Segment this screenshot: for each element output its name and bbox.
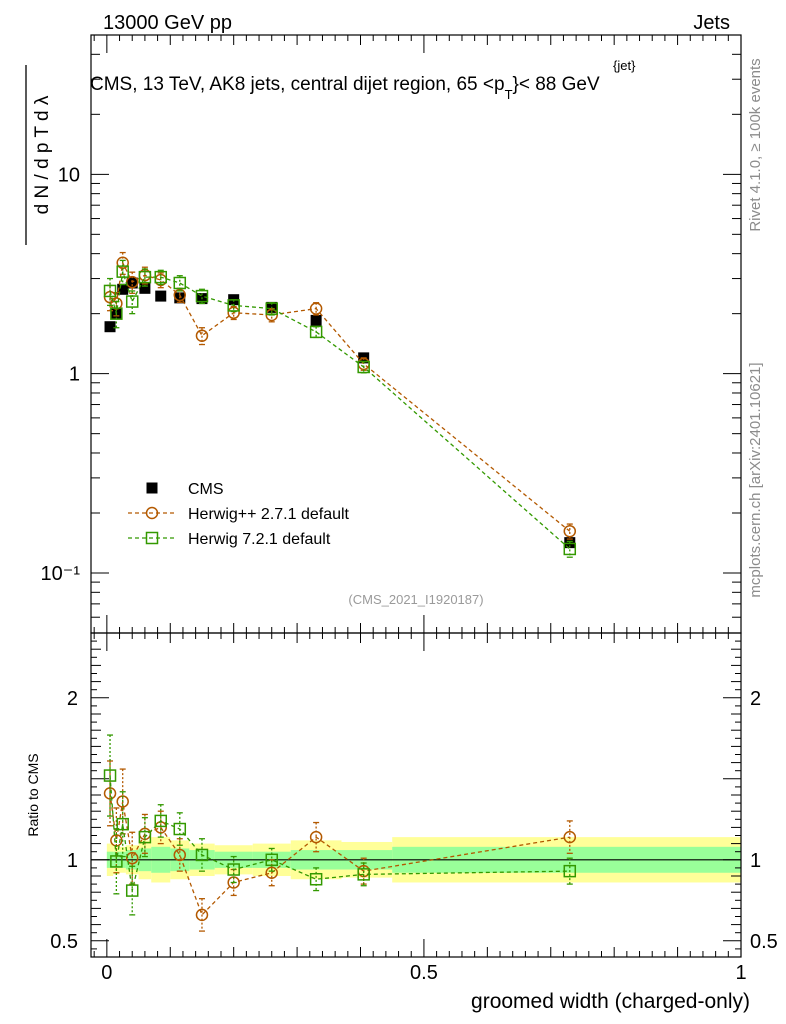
data-point-main — [116, 256, 129, 270]
data-point-main — [195, 289, 209, 303]
chart-title-tail: }< 88 GeV — [513, 74, 600, 95]
y-tick-label-ratio-right-2: 2 — [750, 688, 761, 710]
legend-marker — [146, 482, 158, 494]
y-axis-label-ratio: Ratio to CMS — [25, 753, 41, 836]
data-point-main — [563, 542, 577, 556]
data-point-main — [116, 265, 129, 278]
data-point-main — [265, 308, 278, 322]
y-tick-label-ratio-left-2: 2 — [67, 688, 78, 710]
rivet-label: Rivet 4.1.0, ≥ 100k events — [747, 58, 764, 231]
data-point-ratio — [563, 830, 577, 844]
data-point-ratio — [138, 830, 152, 844]
data-point-ratio — [125, 851, 139, 865]
legend-label: Herwig++ 2.7.1 default — [188, 506, 350, 523]
x-axis-label: groomed width (charged-only) — [471, 990, 750, 1013]
x-tick-label-1: 0.5 — [410, 962, 438, 984]
x-tick-label-0: 0 — [101, 962, 112, 984]
data-point-ratio — [110, 855, 123, 868]
data-point-ratio — [173, 848, 187, 862]
y-axis-label-main: d N / d p T d λ — [25, 65, 53, 245]
legend-entry-1: Herwig++ 2.7.1 default — [128, 506, 350, 523]
y-axis-label-main-text: d N / d p T d λ — [32, 95, 53, 214]
data-point-ratio — [195, 848, 209, 862]
data-point-main — [357, 360, 370, 374]
data-point-ratio — [563, 864, 577, 878]
legend-entry-2: Herwig 7.2.1 default — [128, 531, 331, 548]
data-point-main — [155, 290, 167, 302]
data-point-main — [138, 270, 152, 284]
data-point-ratio — [265, 866, 278, 880]
legend-marker — [145, 506, 159, 520]
y-tick-label-main-2: 10 — [58, 164, 80, 186]
data-point-main — [110, 297, 123, 310]
category-label: Jets — [693, 12, 730, 34]
data-point-ratio — [265, 853, 278, 867]
legend-marker — [145, 531, 159, 545]
y-tick-label-ratio-left-0: 0.5 — [50, 931, 78, 953]
data-point-main — [110, 307, 123, 320]
data-point-ratio — [357, 868, 370, 881]
data-point-main — [265, 302, 278, 315]
data-point-ratio — [154, 814, 168, 828]
x-tick-label-2: 1 — [735, 962, 746, 984]
y-tick-label-ratio-left-1: 1 — [67, 850, 78, 872]
y-tick-label-ratio-right-1: 1 — [750, 850, 761, 872]
chart-title-sup: {jet} — [613, 58, 636, 73]
series-layer — [103, 251, 577, 932]
data-point-ratio — [309, 830, 323, 844]
series-line-main-2 — [109, 271, 571, 550]
y-axis-label-main-group: d N / d p T d λ — [25, 65, 53, 245]
energy-label: 13000 GeV pp — [103, 12, 232, 34]
data-point-main — [117, 283, 129, 295]
legend-entry-0: CMS — [146, 481, 224, 498]
data-point-main — [563, 524, 577, 538]
legend-label: CMS — [188, 481, 224, 498]
data-point-ratio — [173, 822, 187, 836]
chart-title-main: CMS, 13 TeV, AK8 jets, central dijet reg… — [90, 74, 505, 95]
data-point-main — [309, 325, 323, 339]
data-point-main — [227, 299, 240, 312]
data-point-main — [103, 284, 117, 298]
data-point-main — [227, 306, 240, 320]
uncertainty-bands — [91, 837, 741, 883]
data-point-ratio — [195, 908, 209, 922]
data-point-main — [125, 275, 139, 289]
chart-title-sub: T — [505, 87, 513, 102]
data-point-ratio — [103, 769, 117, 782]
analysis-id: (CMS_2021_I1920187) — [348, 592, 483, 607]
data-point-ratio — [227, 863, 240, 876]
data-point-main — [309, 302, 323, 315]
data-point-main — [139, 282, 151, 294]
data-point-ratio — [125, 884, 139, 897]
legend-label: Herwig 7.2.1 default — [188, 531, 331, 548]
data-point-main — [195, 329, 209, 342]
series-2 — [103, 259, 577, 916]
y-tick-label-main-0: 10⁻¹ — [41, 563, 81, 585]
y-tick-label-ratio-right-0: 0.5 — [750, 931, 778, 953]
data-point-ratio — [309, 872, 323, 886]
y-tick-label-main-1: 1 — [69, 364, 80, 386]
legend: CMS Herwig++ 2.7.1 default Herwig 7.2.1 de… — [128, 481, 350, 548]
series-1 — [103, 251, 577, 932]
data-point-main — [173, 276, 187, 290]
ratio-panel-frame — [90, 632, 742, 958]
data-point-main — [125, 295, 139, 308]
data-point-main — [126, 277, 138, 289]
mcplots-label: mcplots.cern.ch [arXiv:2401.10621] — [747, 362, 764, 597]
data-point-main — [104, 321, 116, 333]
data-point-main — [310, 314, 322, 326]
data-point-ratio — [116, 817, 129, 831]
data-point-main — [154, 270, 168, 284]
chart-title: CMS, 13 TeV, AK8 jets, central dijet reg… — [90, 74, 600, 102]
